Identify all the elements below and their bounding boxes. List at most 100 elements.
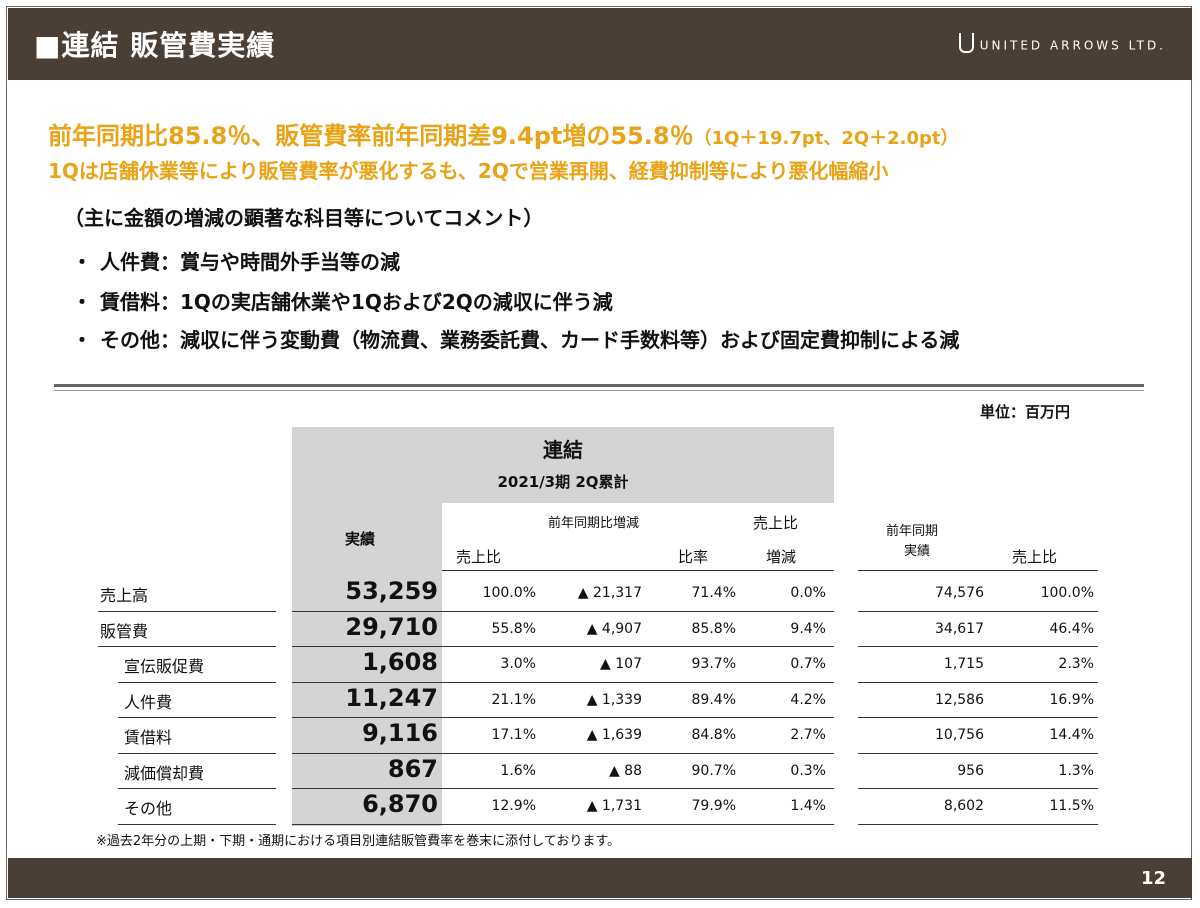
cell-diff: 0.7% — [790, 656, 826, 672]
cell-rate: 93.7% — [692, 656, 736, 672]
row-label: 賃借料 — [124, 724, 172, 748]
cell-ratio-sales: 17.1% — [492, 727, 536, 743]
table-group-title: 連結 — [292, 434, 834, 463]
cell-diff: 0.0% — [790, 585, 826, 601]
cell-prev: 8,602 — [944, 798, 984, 814]
row-rule-main — [292, 682, 834, 683]
cell-ratio-sales: 100.0% — [483, 585, 536, 601]
cell-actual: 53,259 — [345, 577, 438, 605]
col-header-sales-ratio: 売上比 — [456, 546, 501, 567]
row-rule-prev — [858, 717, 1098, 718]
slide-footer: 12 — [8, 858, 1192, 898]
row-label: その他 — [124, 795, 172, 819]
headline-line1: 前年同期比85.8％、販管費率前年同期差9.4pt増の55.8％（1Q＋19.7… — [48, 116, 959, 151]
row-rule-prev — [858, 824, 1098, 825]
row-rule-label — [98, 646, 276, 647]
cell-change: ▲ 4,907 — [587, 621, 642, 637]
cell-ratio-sales: 55.8% — [492, 621, 536, 637]
bullet-mark: ・ — [72, 286, 100, 315]
cell-change: ▲ 1,339 — [587, 692, 642, 708]
row-rule-main — [292, 753, 834, 754]
row-label: 人件費 — [124, 689, 172, 713]
col-header-yoy-change: 前年同期比増減 — [548, 512, 639, 531]
cell-ratio-sales: 3.0% — [500, 656, 536, 672]
cell-diff: 1.4% — [790, 798, 826, 814]
row-rule-main — [292, 788, 834, 789]
row-rule-label — [118, 788, 276, 789]
row-rule-label — [118, 753, 276, 754]
row-rule-main — [292, 611, 834, 612]
comment-heading: （主に金額の増減の顕著な科目等についてコメント） — [64, 202, 543, 231]
headline-paren: （1Q＋19.7pt、2Q＋2.0pt） — [694, 128, 959, 149]
logo-text: UNITED ARROWS LTD. — [980, 39, 1166, 53]
logo-mark-icon — [959, 33, 974, 53]
comment-text: 人件費：賞与や時間外手当等の減 — [100, 250, 400, 274]
row-label: 減価償却費 — [124, 760, 204, 784]
unit-label: 単位：百万円 — [980, 401, 1070, 422]
row-rule-prev — [858, 646, 1098, 647]
divider-thin — [54, 390, 1144, 391]
row-rule-main — [292, 717, 834, 718]
cell-rate: 84.8% — [692, 727, 736, 743]
row-rule-label — [118, 717, 276, 718]
cell-prev: 10,756 — [935, 727, 984, 743]
slide-title: ■連結 販管費実績 — [34, 24, 275, 64]
comment-bullet: ・人件費：賞与や時間外手当等の減 — [72, 246, 400, 275]
header-rule-prev — [858, 570, 1098, 571]
cell-rate: 79.9% — [692, 798, 736, 814]
cell-prev-ratio: 100.0% — [1041, 585, 1094, 601]
cell-prev: 74,576 — [935, 585, 984, 601]
footnote: ※過去2年分の上期・下期・通期における項目別連結販管費率を巻末に添付しております… — [96, 830, 620, 849]
cell-prev-ratio: 46.4% — [1050, 621, 1094, 637]
cell-prev-ratio: 1.3% — [1058, 763, 1094, 779]
row-rule-main — [292, 646, 834, 647]
cell-ratio-sales: 12.9% — [492, 798, 536, 814]
cell-prev: 34,617 — [935, 621, 984, 637]
cell-prev: 956 — [957, 763, 984, 779]
bullet-mark: ・ — [72, 246, 100, 275]
row-label: 販管費 — [100, 618, 148, 642]
row-rule-main — [292, 824, 834, 825]
cell-change: ▲ 107 — [600, 656, 642, 672]
cell-change: ▲ 1,639 — [587, 727, 642, 743]
comment-text: その他：減収に伴う変動費（物流費、業務委託費、カード手数料等）および固定費抑制に… — [100, 328, 959, 352]
cell-rate: 90.7% — [692, 763, 736, 779]
cell-change: ▲ 1,731 — [587, 798, 642, 814]
cell-actual: 1,608 — [362, 648, 438, 676]
comment-text: 賃借料：1Qの実店舗休業や1Qおよび2Qの減収に伴う減 — [100, 290, 613, 314]
cell-rate: 71.4% — [692, 585, 736, 601]
cell-diff: 2.7% — [790, 727, 826, 743]
cell-diff: 4.2% — [790, 692, 826, 708]
cell-diff: 0.3% — [790, 763, 826, 779]
cell-change: ▲ 21,317 — [578, 585, 642, 601]
table-period: 2021/3期 2Q累計 — [292, 471, 834, 492]
cell-rate: 89.4% — [692, 692, 736, 708]
col-header-ratio: 比率 — [678, 546, 708, 567]
cell-diff: 9.4% — [790, 621, 826, 637]
cell-ratio-sales: 21.1% — [492, 692, 536, 708]
row-rule-label — [98, 611, 276, 612]
cell-change: ▲ 88 — [609, 763, 642, 779]
row-rule-prev — [858, 682, 1098, 683]
row-label: 宣伝販促費 — [124, 653, 204, 677]
cell-actual: 9,116 — [362, 719, 438, 747]
comment-bullet: ・その他：減収に伴う変動費（物流費、業務委託費、カード手数料等）および固定費抑制… — [72, 324, 959, 353]
row-rule-label — [118, 682, 276, 683]
cell-actual: 11,247 — [345, 684, 438, 712]
cell-prev: 1,715 — [944, 656, 984, 672]
bullet-mark: ・ — [72, 324, 100, 353]
col-header-prev-ratio: 売上比 — [1012, 546, 1057, 567]
divider-thick — [54, 384, 1144, 387]
slide-header: ■連結 販管費実績 UNITED ARROWS LTD. — [8, 8, 1192, 80]
col-header-diff-top: 売上比 — [753, 512, 798, 533]
company-logo: UNITED ARROWS LTD. — [959, 36, 1166, 56]
row-rule-prev — [858, 611, 1098, 612]
headline-line2: 1Qは店舗休業等により販管費率が悪化するも、2Qで営業再開、経費抑制等により悪化… — [48, 155, 888, 184]
row-rule-prev — [858, 753, 1098, 754]
cell-rate: 85.8% — [692, 621, 736, 637]
cell-prev-ratio: 14.4% — [1050, 727, 1094, 743]
cell-prev-ratio: 16.9% — [1050, 692, 1094, 708]
cell-prev-ratio: 2.3% — [1058, 656, 1094, 672]
header-rule — [442, 570, 834, 571]
cell-prev: 12,586 — [935, 692, 984, 708]
